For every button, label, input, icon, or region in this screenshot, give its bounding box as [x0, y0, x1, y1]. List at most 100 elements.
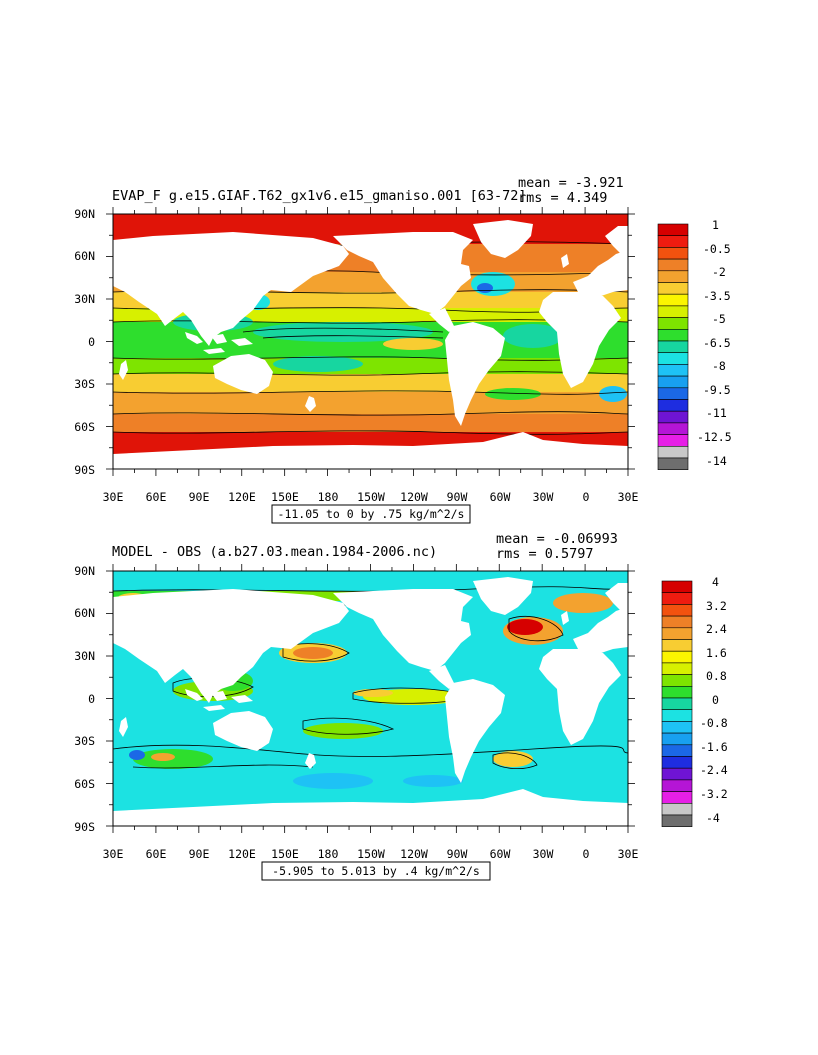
- lon-label: 90E: [189, 490, 210, 504]
- colorbar-label: 1: [712, 218, 719, 232]
- panel-top-lat-labels: 90N 60N 30N 0 30S 60S 90S: [74, 207, 95, 477]
- lon-label: 90W: [447, 490, 468, 504]
- lat-label: 0: [88, 692, 95, 706]
- panel-bottom-stat-mean: mean = -0.06993: [496, 531, 618, 547]
- panel-bottom: MODEL - OBS (a.b27.03.mean.1984-2006.nc)…: [74, 531, 728, 881]
- lon-label: 180: [318, 847, 339, 861]
- colorbar-label: 4: [712, 575, 719, 589]
- colorbar-swatch: [661, 744, 693, 757]
- panel-bottom-lat-labels: 90N 60N 30N 0 30S 60S 90S: [74, 564, 95, 834]
- colorbar-label: -0.5: [703, 242, 731, 256]
- colorbar-swatch: [657, 329, 689, 342]
- lon-label: 30E: [103, 847, 124, 861]
- lat-label: 30N: [74, 292, 95, 306]
- panel-top-contour-info: -11.05 to 0 by .75 kg/m^2/s: [278, 507, 465, 521]
- colorbar-label: -11: [706, 406, 727, 420]
- colorbar-swatch: [661, 803, 693, 816]
- panel-top-map: [112, 213, 629, 470]
- colorbar-swatch: [657, 235, 689, 248]
- panel-top-lon-labels: 30E 60E 90E 120E 150E 180 150W 120W 90W …: [103, 490, 639, 504]
- panel-top-ticks: [106, 207, 635, 476]
- lat-label: 30S: [74, 734, 95, 748]
- colorbar-label: 3.2: [706, 599, 727, 613]
- colorbar-swatch: [657, 364, 689, 377]
- colorbar-swatch: [657, 223, 689, 236]
- colorbar-swatch: [661, 779, 693, 792]
- panel-top-contour-info-box: -11.05 to 0 by .75 kg/m^2/s: [271, 504, 471, 524]
- colorbar-swatch: [657, 258, 689, 272]
- lat-label: 30N: [74, 649, 95, 663]
- colorbar-label: -3.2: [700, 787, 728, 801]
- panel-bottom-title: MODEL - OBS (a.b27.03.mean.1984-2006.nc): [112, 544, 437, 560]
- colorbar-swatch: [661, 627, 693, 640]
- colorbar-label: -6.5: [703, 336, 731, 350]
- panel-bottom-lon-labels: 30E 60E 90E 120E 150E 180 150W 120W 90W …: [103, 847, 639, 861]
- colorbar-swatch: [657, 387, 689, 400]
- lon-label: 0: [583, 847, 590, 861]
- colorbar-swatch: [657, 305, 689, 318]
- colorbar-swatch: [657, 434, 689, 447]
- colorbar-swatch: [657, 422, 689, 435]
- lat-label: 90S: [74, 463, 95, 477]
- lon-label: 30E: [103, 490, 124, 504]
- colorbar-swatch: [661, 721, 693, 734]
- colorbar-label: -2.4: [700, 763, 728, 777]
- colorbar-swatch: [661, 709, 693, 722]
- lon-label: 120W: [400, 847, 428, 861]
- colorbar-label: 0.8: [706, 669, 727, 683]
- colorbar-label: 1.6: [706, 646, 727, 660]
- colorbar-swatch: [661, 662, 693, 675]
- panel-top-colorbar-labels: 1 -0.5 -2 -3.5 -5 -6.5 -8 -9.5 -11 -12.5…: [697, 218, 732, 468]
- colorbar-label: -4: [706, 811, 720, 825]
- panel-bottom-ticks: [106, 564, 635, 833]
- colorbar-swatch: [661, 767, 693, 781]
- panel-bottom-contour-info: -5.905 to 5.013 by .4 kg/m^2/s: [272, 864, 480, 878]
- lon-label: 180: [318, 490, 339, 504]
- lat-label: 60S: [74, 420, 95, 434]
- lat-label: 0: [88, 335, 95, 349]
- panel-top-colorbar: [657, 223, 689, 470]
- panel-bottom-contour-info-box: -5.905 to 5.013 by .4 kg/m^2/s: [261, 861, 491, 881]
- lat-label: 60S: [74, 777, 95, 791]
- lon-label: 60E: [146, 490, 167, 504]
- lon-label: 30E: [618, 847, 639, 861]
- lat-label: 60N: [74, 249, 95, 263]
- colorbar-swatch: [661, 814, 693, 827]
- lon-label: 60E: [146, 847, 167, 861]
- lon-label: 0: [583, 490, 590, 504]
- colorbar-label: -3.5: [703, 289, 731, 303]
- colorbar-swatch: [657, 375, 689, 389]
- colorbar-label: -12.5: [697, 430, 732, 444]
- colorbar-swatch: [657, 247, 689, 260]
- colorbar-swatch: [661, 639, 693, 652]
- panel-top-title: EVAP_F g.e15.GIAF.T62_gx1v6.e15_gmaniso.…: [112, 188, 527, 204]
- lon-label: 90E: [189, 847, 210, 861]
- colorbar-swatch: [657, 317, 689, 330]
- colorbar-swatch: [661, 791, 693, 804]
- colorbar-label: -0.8: [700, 716, 728, 730]
- colorbar-swatch: [657, 446, 689, 459]
- lon-label: 150W: [357, 847, 385, 861]
- lon-label: 150W: [357, 490, 385, 504]
- panel-top-stat-rms: rms = 4.349: [518, 190, 607, 206]
- lon-label: 90W: [447, 847, 468, 861]
- colorbar-swatch: [657, 293, 689, 307]
- lon-label: 60W: [490, 847, 511, 861]
- colorbar-label: -9.5: [703, 383, 731, 397]
- colorbar-swatch: [661, 732, 693, 746]
- lat-label: 90N: [74, 564, 95, 578]
- colorbar-swatch: [661, 650, 693, 664]
- colorbar-swatch: [661, 674, 693, 687]
- panel-bottom-colorbar-labels: 4 3.2 2.4 1.6 0.8 0 -0.8 -1.6 -2.4 -3.2 …: [700, 575, 728, 825]
- colorbar-swatch: [657, 340, 689, 353]
- lon-label: 120E: [228, 847, 256, 861]
- lat-label: 60N: [74, 606, 95, 620]
- lon-label: 150E: [271, 490, 299, 504]
- colorbar-swatch: [661, 604, 693, 617]
- colorbar-label: 2.4: [706, 622, 727, 636]
- colorbar-label: -2: [712, 265, 726, 279]
- colorbar-swatch: [657, 352, 689, 365]
- lon-label: 120E: [228, 490, 256, 504]
- lon-label: 30W: [533, 847, 554, 861]
